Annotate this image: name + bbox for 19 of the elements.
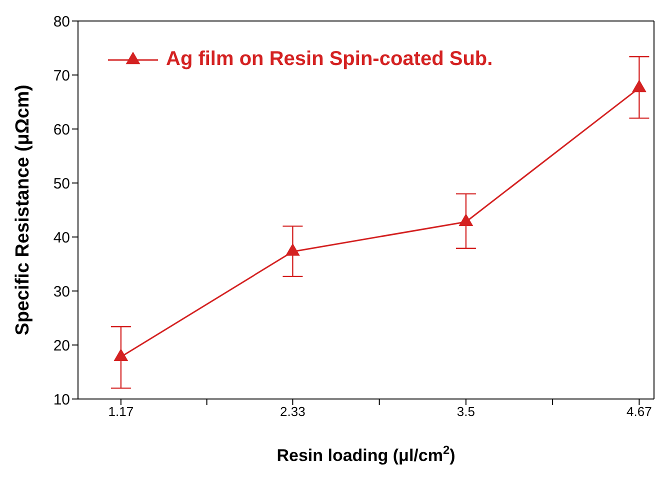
y-tick-label: 50 [53, 175, 70, 192]
y-tick-label: 10 [53, 391, 70, 408]
point [114, 349, 128, 362]
x-tick-label: 4.67 [626, 404, 652, 420]
point [286, 244, 300, 256]
y-tick-label: 30 [53, 283, 70, 300]
x-tick-label: 1.17 [108, 404, 134, 420]
point [632, 80, 646, 92]
y-tick-label: 20 [53, 337, 70, 354]
legend-label: Ag film on Resin Spin-coated Sub. [166, 48, 493, 71]
y-tick-label: 80 [53, 13, 70, 30]
y-tick-label: 70 [53, 67, 70, 84]
x-tick-label: 2.33 [280, 404, 306, 420]
point [459, 214, 473, 226]
y-tick-label: 60 [53, 121, 70, 138]
y-axis-title: Specific Resistance (μΩcm) [12, 84, 34, 336]
y-tick-label: 40 [53, 229, 70, 246]
x-axis-title: Resin loading (μl/cm$^{2}$) [276, 443, 456, 465]
x-tick-label: 3.5 [456, 404, 475, 420]
